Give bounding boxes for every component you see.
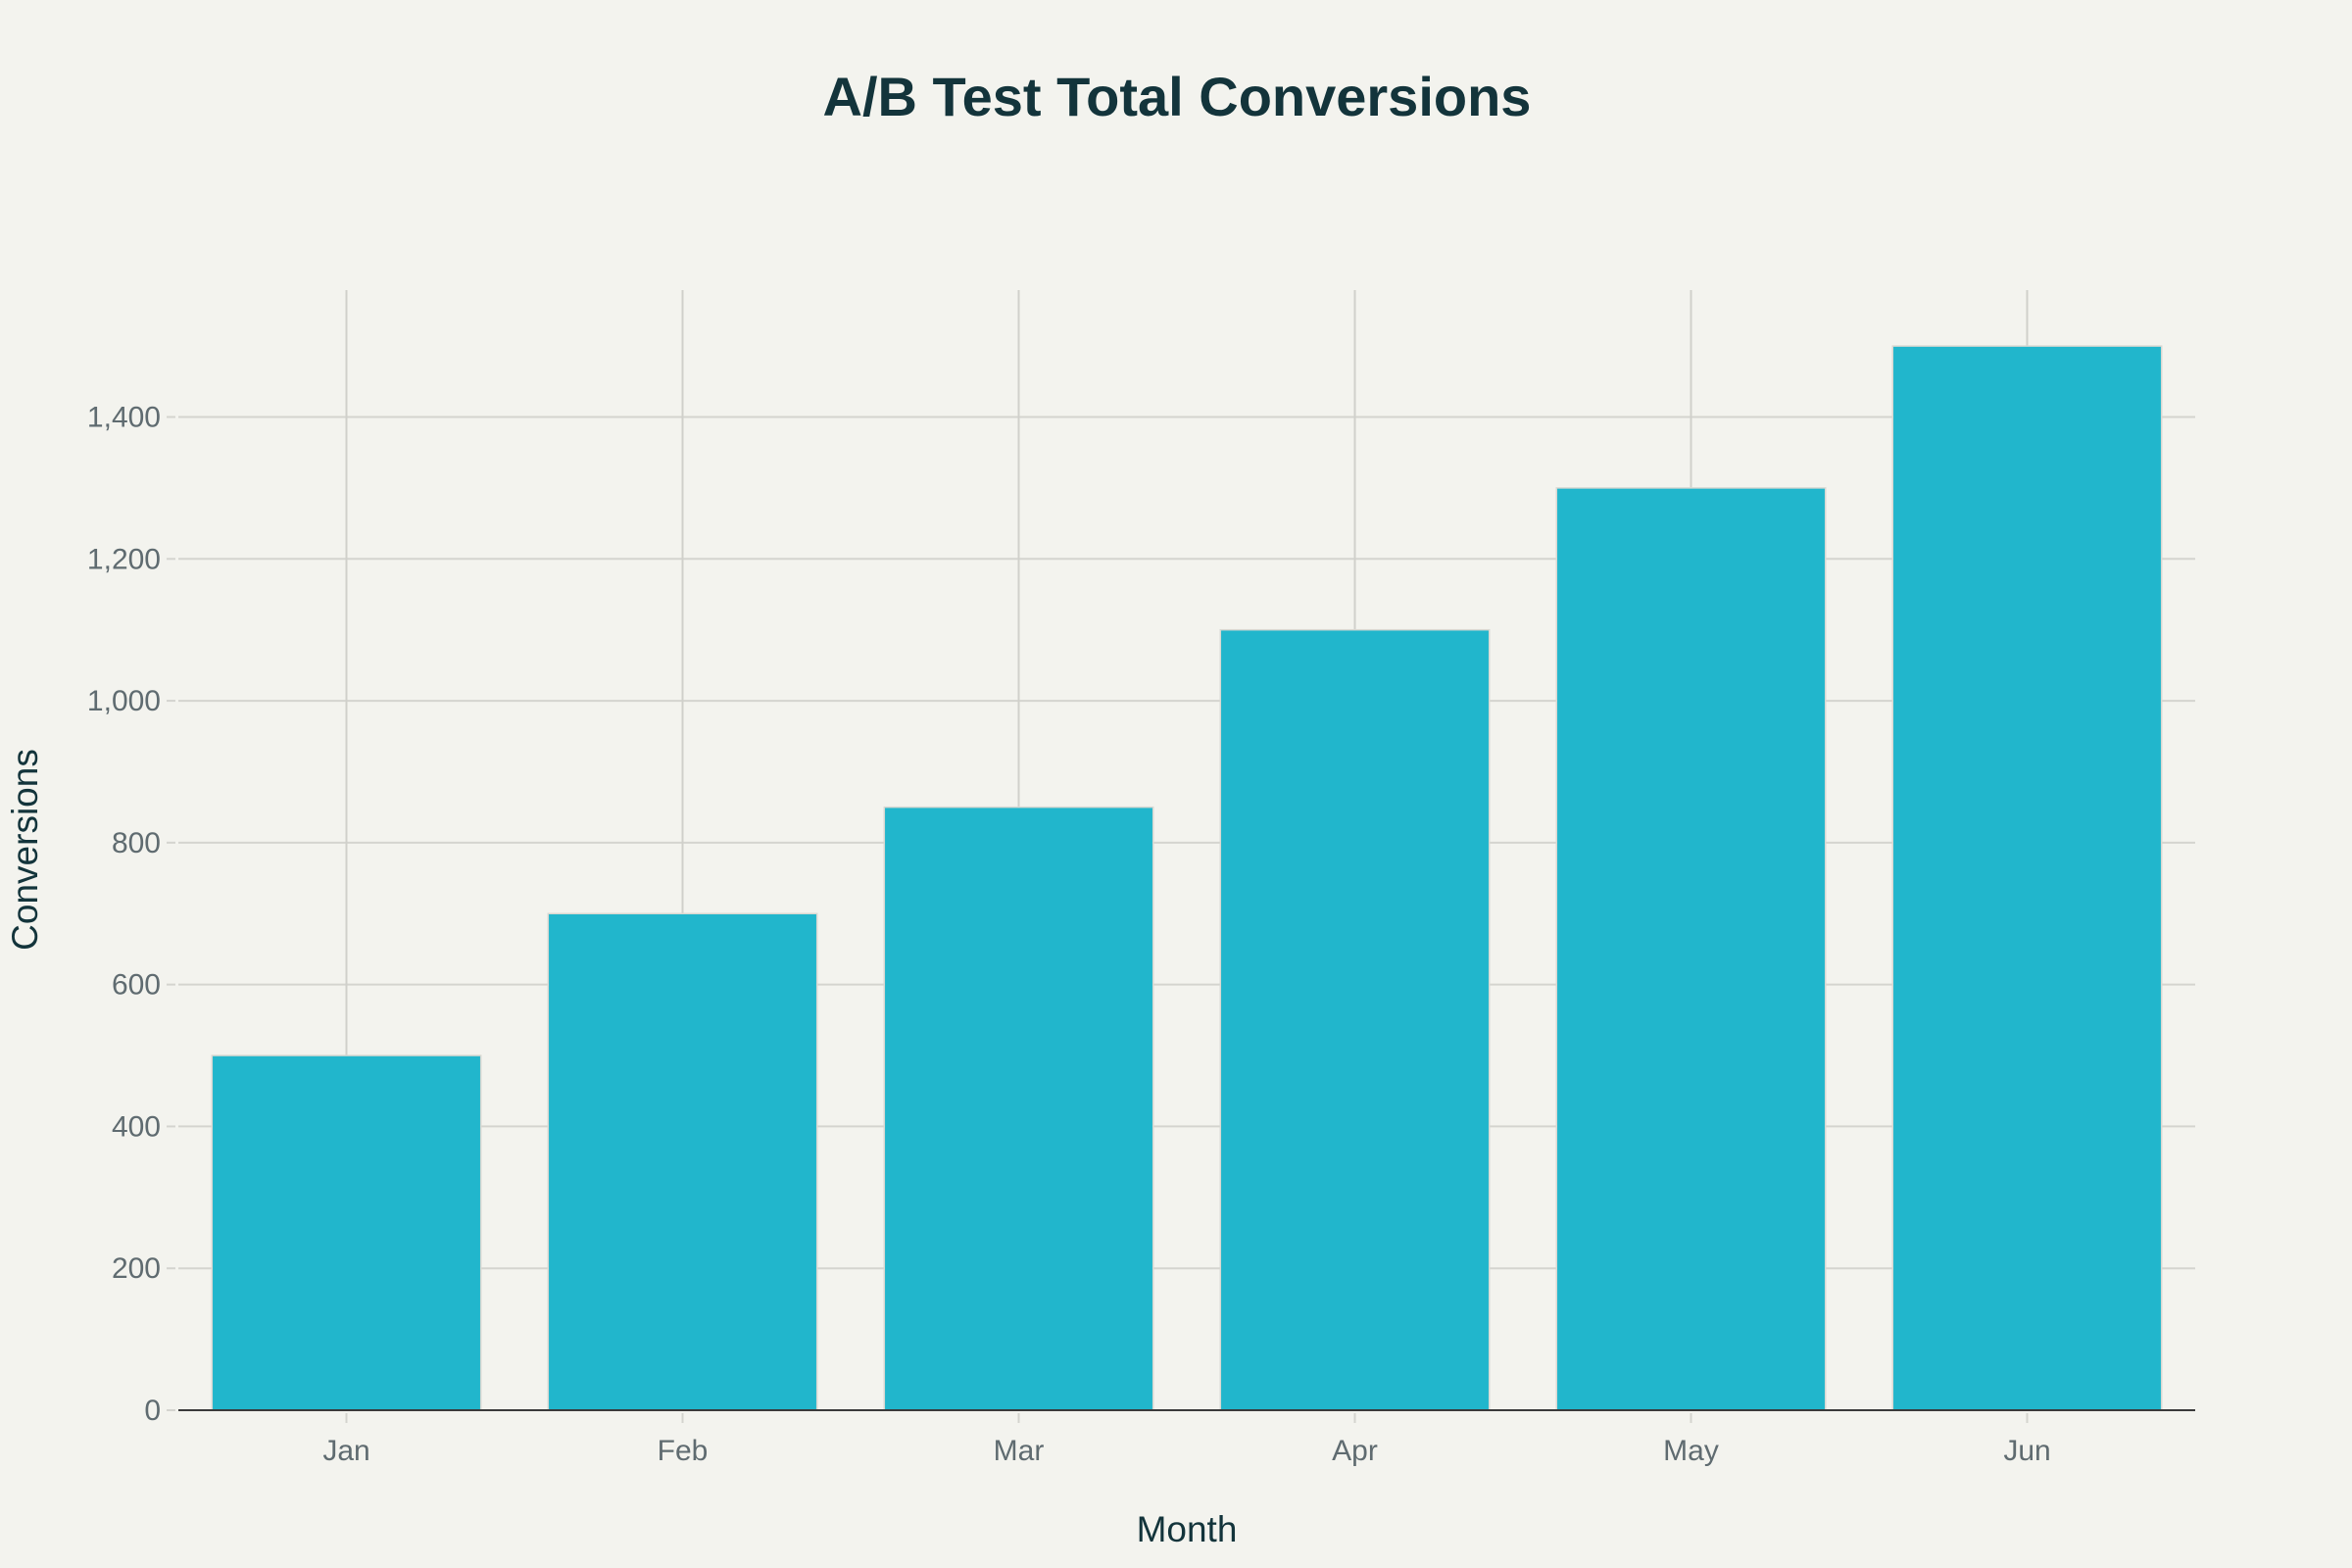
x-axis-title: Month (1137, 1509, 1238, 1549)
bar-may[interactable] (1555, 487, 1827, 1411)
y-tick-label: 600 (112, 969, 161, 1002)
x-tick-label: May (1663, 1435, 1719, 1467)
y-tick-label: 0 (144, 1395, 161, 1427)
x-tick-label: Apr (1332, 1435, 1378, 1467)
x-tick-label: Mar (994, 1435, 1045, 1467)
bar-jun[interactable] (1891, 345, 2163, 1411)
bar-apr[interactable] (1219, 628, 1491, 1411)
y-tick-label: 400 (112, 1110, 161, 1143)
y-tick-labels: 0 200 400 600 800 1,000 1,200 1,400 (87, 402, 161, 1428)
x-tick-label: Jun (2003, 1435, 2050, 1467)
y-tick-label: 1,400 (87, 402, 161, 434)
y-tick-label: 800 (112, 827, 161, 859)
chart-title: A/B Test Total Conversions (823, 66, 1532, 127)
bar-feb[interactable] (547, 912, 818, 1411)
y-tick-label: 1,000 (87, 685, 161, 717)
bar-jan[interactable] (211, 1054, 482, 1411)
x-tick-label: Jan (322, 1435, 369, 1467)
y-axis-title: Conversions (5, 749, 45, 951)
y-tick-label: 1,200 (87, 543, 161, 575)
bar-mar[interactable] (883, 806, 1154, 1411)
x-tick-label: Feb (658, 1435, 709, 1467)
bars (211, 345, 2163, 1411)
y-tick-label: 200 (112, 1252, 161, 1285)
x-tick-labels: Jan Feb Mar Apr May Jun (322, 1435, 2050, 1467)
